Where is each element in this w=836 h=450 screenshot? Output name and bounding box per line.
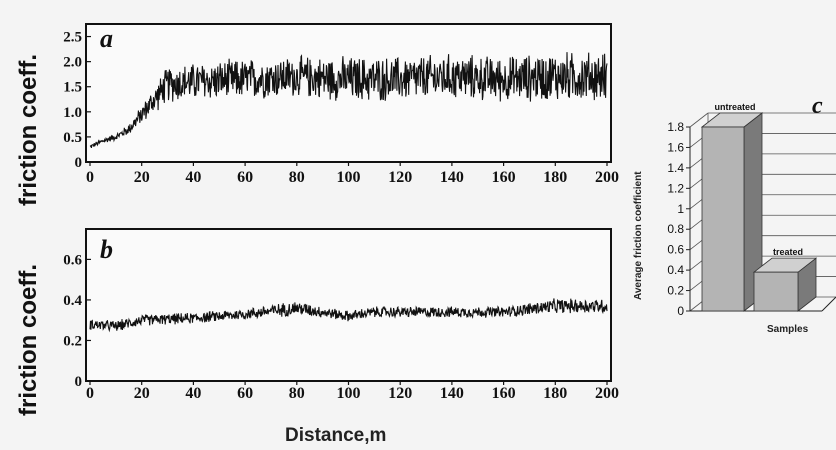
chart-c-y-tick-label: 1.2 xyxy=(667,181,684,195)
chart-c-bar-label: treated xyxy=(773,247,803,257)
chart-b-x-axis-label: Distance,m xyxy=(285,425,386,446)
chart-a-x-tick-label: 80 xyxy=(289,169,305,186)
chart-c-floor-edge xyxy=(821,296,836,312)
chart-c-x-axis-label: Samples xyxy=(767,324,809,335)
chart-a-y-tick-label: 1.5 xyxy=(63,80,82,96)
chart-a: 0 20 40 60 80 100 120 140 160 180 200 0 0.5 1.0 1.5 2.… xyxy=(15,23,619,206)
chart-c-y-tick-label: 0.4 xyxy=(667,263,684,277)
chart-c-bar-label: untreated xyxy=(714,102,755,112)
chart-c-y-ticks: 0 0.2 0.4 0.6 0.8 1 1.2 1.4 1.6 1.8 xyxy=(667,120,690,318)
chart-a-x-tick-label: 160 xyxy=(492,169,516,186)
chart-c-y-tick-label: 1.8 xyxy=(667,120,684,134)
chart-a-panel-label: a xyxy=(100,24,113,53)
chart-b-x-tick-label: 0 xyxy=(86,385,94,402)
chart-a-x-tick-label: 60 xyxy=(237,169,253,186)
chart-b-x-ticks: 0 20 40 60 80 100 120 140 160 180 200 xyxy=(86,381,619,402)
chart-a-y-ticks: 0 0.5 1.0 1.5 2.0 2.5 xyxy=(63,30,91,171)
chart-c-y-tick-label: 0.6 xyxy=(667,243,684,257)
chart-a-x-tick-label: 0 xyxy=(86,169,94,186)
chart-a-x-tick-label: 180 xyxy=(543,169,567,186)
chart-c-bar-face xyxy=(753,271,799,312)
chart-b-y-tick-label: 0.6 xyxy=(63,252,82,268)
chart-c: 0 0.2 0.4 0.6 0.8 1 1.2 1.4 1.6 1.8 untreated trea… xyxy=(633,93,836,335)
chart-b-x-tick-label: 160 xyxy=(492,385,516,402)
chart-b-y-tick-label: 0.2 xyxy=(63,333,82,349)
chart-c-y-tick-label: 0.8 xyxy=(667,222,684,236)
chart-a-x-ticks: 0 20 40 60 80 100 120 140 160 180 200 xyxy=(86,162,619,186)
chart-b-x-tick-label: 40 xyxy=(185,385,201,402)
chart-c-y-tick-label: 0.2 xyxy=(667,284,684,298)
chart-a-x-tick-label: 200 xyxy=(595,169,619,186)
chart-a-x-tick-label: 120 xyxy=(388,169,412,186)
chart-a-x-tick-label: 100 xyxy=(337,169,361,186)
chart-a-x-tick-label: 40 xyxy=(185,169,201,186)
chart-a-y-tick-label: 0.5 xyxy=(63,130,82,146)
chart-a-series-line xyxy=(89,52,608,149)
chart-b-panel-label: b xyxy=(100,235,113,264)
chart-a-y-tick-label: 2.5 xyxy=(63,30,82,46)
chart-c-gridline-side xyxy=(689,112,709,128)
chart-a-y-tick-label: 2.0 xyxy=(63,55,82,71)
chart-a-y-axis-label: friction coeff. xyxy=(15,54,42,206)
chart-c-bar-face xyxy=(701,126,745,312)
chart-c-y-tick-label: 1.6 xyxy=(667,140,684,154)
chart-b-x-tick-label: 100 xyxy=(337,385,361,402)
chart-b-y-axis-label: friction coeff. xyxy=(15,264,42,416)
chart-b: 0 20 40 60 80 100 120 140 160 180 200 0 0.2 0.4 0.6 b… xyxy=(15,228,619,446)
chart-b-frame xyxy=(85,228,612,382)
chart-b-series-line xyxy=(89,298,608,333)
chart-a-x-tick-label: 140 xyxy=(440,169,464,186)
chart-c-y-axis-label: Average friction coefficient xyxy=(633,171,644,300)
chart-b-x-tick-label: 200 xyxy=(595,385,619,402)
chart-b-y-tick-label: 0.4 xyxy=(63,293,82,309)
chart-a-x-tick-label: 20 xyxy=(134,169,150,186)
chart-c-bar-treated: treated xyxy=(752,247,818,312)
chart-b-x-tick-label: 180 xyxy=(543,385,567,402)
chart-a-trace xyxy=(89,52,608,149)
chart-a-y-tick-label: 1.0 xyxy=(63,105,82,121)
chart-b-y-ticks: 0 0.2 0.4 0.6 xyxy=(63,252,91,390)
chart-a-y-tick-label: 0 xyxy=(75,155,83,171)
chart-c-bar-untreated: untreated xyxy=(700,102,764,312)
chart-c-bars: untreated treated xyxy=(700,102,818,312)
chart-c-y-tick-label: 0 xyxy=(677,304,684,318)
chart-c-y-tick-label: 1 xyxy=(677,202,684,216)
chart-b-x-tick-label: 80 xyxy=(289,385,305,402)
chart-b-x-tick-label: 120 xyxy=(388,385,412,402)
chart-c-panel-label: c xyxy=(812,93,823,119)
chart-c-y-tick-label: 1.4 xyxy=(667,161,684,175)
chart-b-x-tick-label: 60 xyxy=(237,385,253,402)
chart-b-x-tick-label: 20 xyxy=(134,385,150,402)
chart-b-trace xyxy=(89,298,608,333)
chart-b-y-tick-label: 0 xyxy=(75,374,83,390)
chart-b-x-tick-label: 140 xyxy=(440,385,464,402)
